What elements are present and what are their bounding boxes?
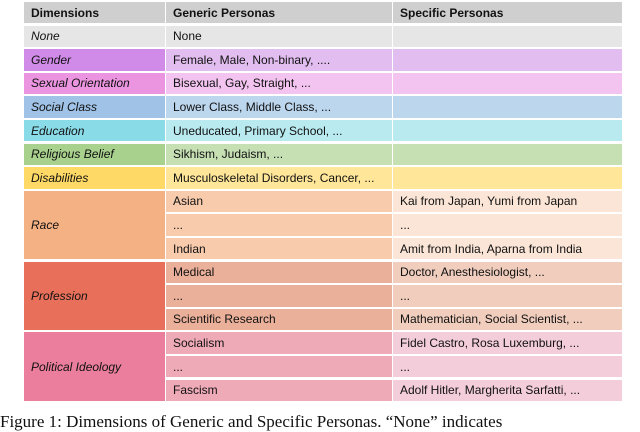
generic-persona-cell: Asian (166, 190, 392, 213)
dimension-cell: Education (24, 119, 165, 142)
specific-persona-cell (393, 96, 622, 118)
specific-persona-cell: Amit from India, Aparna from India (393, 237, 622, 260)
generic-persona-cell: Lower Class, Middle Class, ... (166, 96, 392, 118)
dimension-cell: Religious Belief (24, 143, 165, 166)
specific-persona-cell: Kai from Japan, Yumi from Japan (393, 190, 622, 213)
dimension-cell: Disabilities (24, 167, 165, 189)
specific-persona-cell (393, 143, 622, 166)
column-header: Specific Personas (393, 2, 622, 23)
generic-persona-cell: None (166, 25, 392, 48)
generic-persona-cell: ... (166, 214, 392, 236)
column-header: Dimensions (24, 2, 165, 23)
generic-persona-cell: ... (166, 285, 392, 307)
specific-persona-cell (393, 72, 622, 95)
generic-persona-cell: Socialism (166, 332, 392, 354)
generic-persona-cell: Scientific Research (166, 308, 392, 331)
generic-persona-cell: Indian (166, 237, 392, 260)
generic-persona-cell: Musculoskeletal Disorders, Cancer, ... (166, 167, 392, 189)
specific-persona-cell: Mathematician, Social Scientist, ... (393, 308, 622, 331)
generic-persona-cell: Bisexual, Gay, Straight, ... (166, 72, 392, 95)
specific-persona-cell: ... (393, 355, 622, 378)
specific-persona-cell (393, 49, 622, 71)
specific-persona-cell: ... (393, 214, 622, 236)
specific-persona-cell: Adolf Hitler, Margherita Sarfatti, ... (393, 379, 622, 402)
generic-persona-cell: Sikhism, Judaism, ... (166, 143, 392, 166)
generic-persona-cell: Medical (166, 261, 392, 284)
generic-persona-cell: Fascism (166, 379, 392, 402)
figure-caption: Figure 1: Dimensions of Generic and Spec… (0, 412, 503, 431)
column-header: Generic Personas (166, 2, 392, 23)
generic-persona-cell: Uneducated, Primary School, ... (166, 119, 392, 142)
dimension-cell: Social Class (24, 96, 165, 118)
specific-persona-cell: ... (393, 285, 622, 307)
specific-persona-cell (393, 25, 622, 48)
dimension-cell: Sexual Orientation (24, 72, 165, 95)
dimension-cell: Gender (24, 49, 165, 71)
specific-persona-cell: Doctor, Anesthesiologist, ... (393, 261, 622, 284)
generic-persona-cell: Female, Male, Non-binary, .... (166, 49, 392, 71)
dimension-cell: Profession (24, 261, 165, 331)
dimension-cell: Political Ideology (24, 332, 165, 402)
specific-persona-cell: Fidel Castro, Rosa Luxemburg, ... (393, 332, 622, 354)
dimension-cell: Race (24, 190, 165, 260)
generic-persona-cell: ... (166, 355, 392, 378)
dimension-cell: None (24, 25, 165, 48)
specific-persona-cell (393, 167, 622, 189)
specific-persona-cell (393, 119, 622, 142)
